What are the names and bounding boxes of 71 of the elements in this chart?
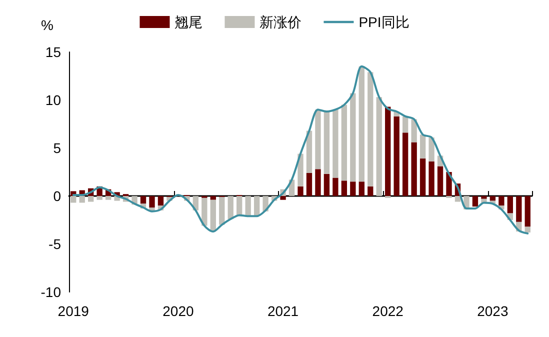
bar — [210, 196, 216, 200]
bar — [437, 166, 444, 196]
legend-label: PPI同比 — [358, 14, 410, 30]
legend-label: 新涨价 — [260, 14, 302, 30]
bar — [411, 142, 417, 196]
bar — [394, 116, 400, 196]
bar — [428, 161, 434, 196]
bar — [298, 186, 304, 196]
bar — [332, 178, 338, 196]
bar — [358, 182, 364, 196]
bar — [376, 97, 382, 196]
bar — [306, 130, 312, 173]
bar — [420, 134, 426, 159]
bar — [79, 196, 85, 203]
bar — [420, 158, 426, 196]
bar — [315, 110, 321, 170]
y-tick-label: -5 — [48, 236, 62, 252]
bar — [490, 196, 496, 201]
bar — [402, 132, 408, 196]
bar — [254, 196, 260, 216]
bar — [324, 174, 330, 196]
y-axis-title: % — [41, 17, 54, 33]
bar — [149, 196, 155, 208]
bar — [358, 66, 364, 182]
bar — [280, 196, 286, 200]
bar — [368, 186, 374, 196]
bar — [341, 104, 348, 181]
bar — [385, 106, 391, 196]
line-series — [72, 65, 529, 234]
y-tick-label: 10 — [45, 92, 62, 108]
bar — [454, 196, 461, 202]
bar — [481, 196, 487, 199]
bar — [472, 196, 478, 207]
legend-label: 翘尾 — [174, 14, 203, 30]
bar — [315, 169, 321, 196]
bar — [507, 196, 513, 214]
bar — [210, 200, 216, 232]
y-tick-label: -10 — [40, 284, 62, 300]
y-tick-label: 5 — [53, 140, 62, 156]
bar — [306, 172, 312, 196]
bar — [516, 196, 522, 222]
bar — [350, 93, 356, 182]
bar — [324, 112, 330, 174]
bar — [202, 198, 208, 226]
x-tick-label: 2020 — [162, 303, 194, 319]
bar — [105, 196, 112, 200]
bar — [140, 196, 146, 204]
bar — [411, 119, 417, 142]
bar — [96, 196, 102, 200]
x-tick-label: 2019 — [58, 303, 90, 319]
bar — [332, 110, 338, 178]
bar — [88, 196, 94, 202]
y-tick-label: 15 — [45, 44, 62, 60]
bar — [350, 182, 356, 196]
bar — [524, 196, 530, 227]
bar — [70, 196, 76, 203]
x-tick-label: 2023 — [477, 303, 508, 319]
bar — [298, 154, 304, 186]
x-tick-label: 2021 — [267, 303, 299, 319]
bar — [402, 116, 408, 133]
bar — [498, 196, 504, 206]
bar — [341, 180, 348, 196]
y-tick-label: 0 — [53, 188, 62, 204]
bar — [158, 196, 164, 206]
bar — [428, 137, 434, 162]
bar — [219, 196, 225, 225]
x-tick-label: 2022 — [372, 303, 404, 319]
bar — [368, 72, 374, 186]
bar — [245, 196, 251, 216]
bar — [524, 226, 530, 232]
bar — [228, 196, 234, 220]
